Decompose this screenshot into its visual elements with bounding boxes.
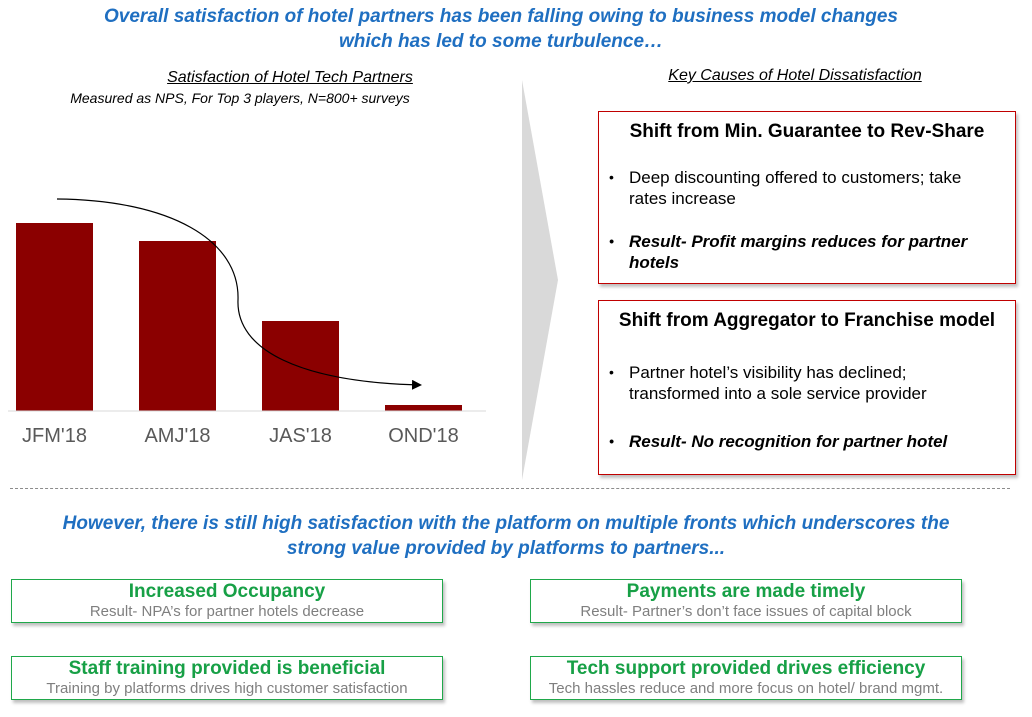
benefit-title: Tech support provided drives efficiency — [566, 658, 926, 679]
bar-2 — [262, 321, 339, 411]
cause-card-rev-share: Shift from Min. Guarantee to Rev-Share D… — [598, 111, 1016, 284]
bottom-headline-line-1: However, there is still high satisfactio… — [62, 513, 950, 534]
nps-bar-chart: JFM'18 AMJ'18 JAS'18 OND'18 — [8, 198, 486, 447]
cause-bullets: Deep discounting offered to customers; t… — [599, 167, 1015, 273]
benefit-title: Payments are made timely — [626, 581, 866, 602]
x-tick-label: JAS'18 — [269, 425, 332, 447]
bars-group — [16, 223, 462, 411]
chart-subtitle: Measured as NPS, For Top 3 players, N=80… — [70, 90, 410, 106]
benefit-subtitle: Result- NPA’s for partner hotels decreas… — [89, 603, 365, 620]
x-tick-label: OND'18 — [388, 425, 459, 447]
benefit-card-occupancy: Increased Occupancy Result- NPA’s for pa… — [11, 579, 443, 623]
cause-card-franchise: Shift from Aggregator to Franchise model… — [598, 300, 1016, 475]
cause-heading: Shift from Min. Guarantee to Rev-Share — [629, 121, 985, 142]
cause-bullet: Partner hotel’s visibility has declined;… — [609, 362, 1001, 404]
benefit-subtitle: Result- Partner’s don’t face issues of c… — [580, 603, 912, 620]
benefit-card-tech-support: Tech support provided drives efficiency … — [530, 656, 962, 700]
x-tick-label: JFM'18 — [22, 425, 87, 447]
tick-labels: JFM'18 AMJ'18 JAS'18 OND'18 — [22, 425, 459, 447]
cause-bullets: Partner hotel’s visibility has declined;… — [599, 362, 1015, 452]
bar-1 — [139, 241, 216, 411]
benefit-card-staff-training: Staff training provided is beneficial Tr… — [11, 656, 443, 700]
benefit-subtitle: Training by platforms drives high custom… — [46, 680, 408, 697]
bottom-headline: However, there is still high satisfactio… — [6, 511, 1006, 561]
causes-title: Key Causes of Hotel Dissatisfaction — [668, 67, 922, 84]
cause-bullet: Deep discounting offered to customers; t… — [609, 167, 1001, 209]
benefit-card-payments: Payments are made timely Result- Partner… — [530, 579, 962, 623]
section-divider — [10, 488, 1010, 489]
trend-arrow — [56, 198, 422, 390]
top-headline-line-1: Overall satisfaction of hotel partners h… — [104, 6, 898, 27]
bar-3 — [385, 405, 462, 411]
bar-0 — [16, 223, 93, 411]
benefit-subtitle: Tech hassles reduce and more focus on ho… — [548, 680, 944, 697]
top-headline-line-2: which has led to some turbulence… — [338, 31, 664, 52]
chevron-arrow-icon — [522, 80, 558, 480]
benefit-title: Increased Occupancy — [128, 581, 326, 602]
benefit-title: Staff training provided is beneficial — [68, 658, 386, 679]
x-tick-label: AMJ'18 — [144, 425, 210, 447]
bottom-headline-line-2: strong value provided by platforms to pa… — [286, 538, 726, 559]
cause-result: Result- No recognition for partner hotel — [609, 431, 1001, 452]
top-headline: Overall satisfaction of hotel partners h… — [0, 4, 1002, 54]
chart-title: Satisfaction of Hotel Tech Partners — [167, 69, 413, 86]
cause-result: Result- Profit margins reduces for partn… — [609, 231, 1001, 273]
cause-heading: Shift from Aggregator to Franchise model — [618, 310, 996, 331]
